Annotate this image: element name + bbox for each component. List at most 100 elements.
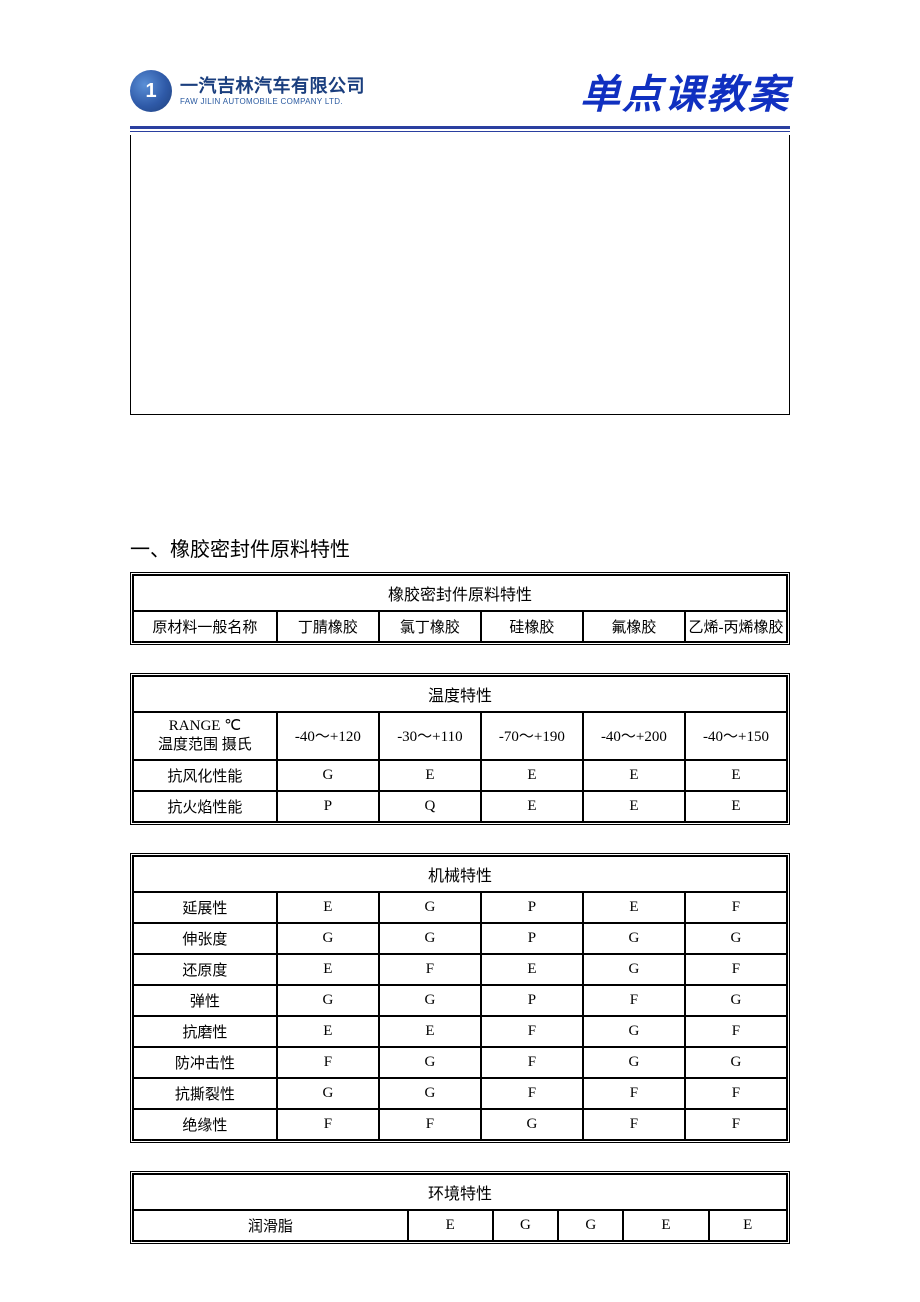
page-header: 一汽吉林汽车有限公司 FAW JILIN AUTOMOBILE COMPANY … [130, 62, 790, 124]
row-label: 抗磨性 [133, 1016, 277, 1047]
cell: E [623, 1210, 708, 1241]
cell: E [277, 892, 379, 923]
cell: G [277, 923, 379, 954]
cell: 氟橡胶 [583, 611, 685, 642]
page: 一汽吉林汽车有限公司 FAW JILIN AUTOMOBILE COMPANY … [0, 0, 920, 1302]
cell: G [277, 760, 379, 791]
table-row: 抗撕裂性GGFFF [133, 1078, 787, 1109]
table-row: 抗火焰性能 P Q E E E [133, 791, 787, 822]
cell: F [583, 985, 685, 1016]
cell: F [277, 1109, 379, 1140]
row-label: 还原度 [133, 954, 277, 985]
row-label: 弹性 [133, 985, 277, 1016]
table-title: 橡胶密封件原料特性 [133, 575, 787, 611]
cell: F [277, 1047, 379, 1078]
cell: G [583, 1016, 685, 1047]
cell: G [481, 1109, 583, 1140]
cell: F [685, 1078, 787, 1109]
company-logo-block: 一汽吉林汽车有限公司 FAW JILIN AUTOMOBILE COMPANY … [130, 70, 365, 112]
row-label: 原材料一般名称 [133, 611, 277, 642]
cell: E [583, 791, 685, 822]
company-name-en: FAW JILIN AUTOMOBILE COMPANY LTD. [180, 98, 365, 106]
cell: G [379, 1078, 481, 1109]
company-name-cn: 一汽吉林汽车有限公司 [180, 77, 365, 95]
cell: G [379, 892, 481, 923]
table-row: 伸张度GGPGG [133, 923, 787, 954]
cell: F [583, 1078, 685, 1109]
cell: G [379, 1047, 481, 1078]
cell: F [685, 954, 787, 985]
cell: E [481, 760, 583, 791]
row-label: 延展性 [133, 892, 277, 923]
cell: F [685, 1109, 787, 1140]
cell: E [583, 892, 685, 923]
row-label: RANGE ℃ 温度范围 摄氏 [133, 712, 277, 760]
row-label: 抗风化性能 [133, 760, 277, 791]
cell: E [583, 760, 685, 791]
cell: G [685, 1047, 787, 1078]
cell: 氯丁橡胶 [379, 611, 481, 642]
cell: G [493, 1210, 558, 1241]
cell: G [583, 954, 685, 985]
cell: Q [379, 791, 481, 822]
cell: E [481, 954, 583, 985]
document-title: 单点课教案 [580, 62, 790, 120]
range-label-a: RANGE ℃ [169, 718, 241, 734]
cell: -30～+110 [379, 712, 481, 760]
table-row: 绝缘性FFGFF [133, 1109, 787, 1140]
table-row: 防冲击性FGFGG [133, 1047, 787, 1078]
cell: F [481, 1047, 583, 1078]
cell: F [685, 1016, 787, 1047]
cell: E [709, 1210, 788, 1241]
cell: G [558, 1210, 623, 1241]
cell: P [481, 923, 583, 954]
range-label-b: 温度范围 摄氏 [158, 737, 252, 753]
cell: E [685, 791, 787, 822]
cell: F [481, 1078, 583, 1109]
content-frame [130, 135, 790, 415]
cell: G [379, 985, 481, 1016]
cell: G [277, 985, 379, 1016]
cell: G [583, 1047, 685, 1078]
row-label: 抗火焰性能 [133, 791, 277, 822]
cell: G [379, 923, 481, 954]
table-row: 抗风化性能 G E E E E [133, 760, 787, 791]
cell: -40～+150 [685, 712, 787, 760]
cell: E [277, 954, 379, 985]
cell: G [583, 923, 685, 954]
table-row: 原材料一般名称 丁腈橡胶 氯丁橡胶 硅橡胶 氟橡胶 乙烯-丙烯橡胶 [133, 611, 787, 642]
cell: F [379, 1109, 481, 1140]
table-row: 还原度EFEGF [133, 954, 787, 985]
cell: G [685, 923, 787, 954]
company-name-block: 一汽吉林汽车有限公司 FAW JILIN AUTOMOBILE COMPANY … [180, 77, 365, 106]
header-rule-thin [130, 131, 790, 132]
table-row: 延展性EGPEF [133, 892, 787, 923]
table-title: 机械特性 [133, 856, 787, 892]
cell: -70～+190 [481, 712, 583, 760]
row-label: 绝缘性 [133, 1109, 277, 1140]
table-title: 环境特性 [133, 1174, 787, 1210]
cell: E [685, 760, 787, 791]
cell: E [481, 791, 583, 822]
row-label: 防冲击性 [133, 1047, 277, 1078]
cell: F [481, 1016, 583, 1047]
table-row: 抗磨性EEFGF [133, 1016, 787, 1047]
section-heading: 一、橡胶密封件原料特性 [130, 533, 790, 562]
row-label: 抗撕裂性 [133, 1078, 277, 1109]
cell: P [481, 892, 583, 923]
table-temperature: 温度特性 RANGE ℃ 温度范围 摄氏 -40～+120 -30～+110 -… [130, 673, 790, 825]
table-mechanical: 机械特性 延展性EGPEF伸张度GGPGG还原度EFEGF弹性GGPFG抗磨性E… [130, 853, 790, 1143]
row-label: 伸张度 [133, 923, 277, 954]
table-environment: 环境特性 润滑脂 E G G E E [130, 1171, 790, 1244]
cell: E [379, 760, 481, 791]
cell: G [277, 1078, 379, 1109]
row-label: 润滑脂 [133, 1210, 408, 1241]
cell: -40～+200 [583, 712, 685, 760]
faw-logo-icon [130, 70, 172, 112]
header-rule-thick [130, 126, 790, 129]
table-title: 温度特性 [133, 676, 787, 712]
cell: F [379, 954, 481, 985]
table-material-names: 橡胶密封件原料特性 原材料一般名称 丁腈橡胶 氯丁橡胶 硅橡胶 氟橡胶 乙烯-丙… [130, 572, 790, 645]
cell: P [277, 791, 379, 822]
table-row: 润滑脂 E G G E E [133, 1210, 787, 1241]
